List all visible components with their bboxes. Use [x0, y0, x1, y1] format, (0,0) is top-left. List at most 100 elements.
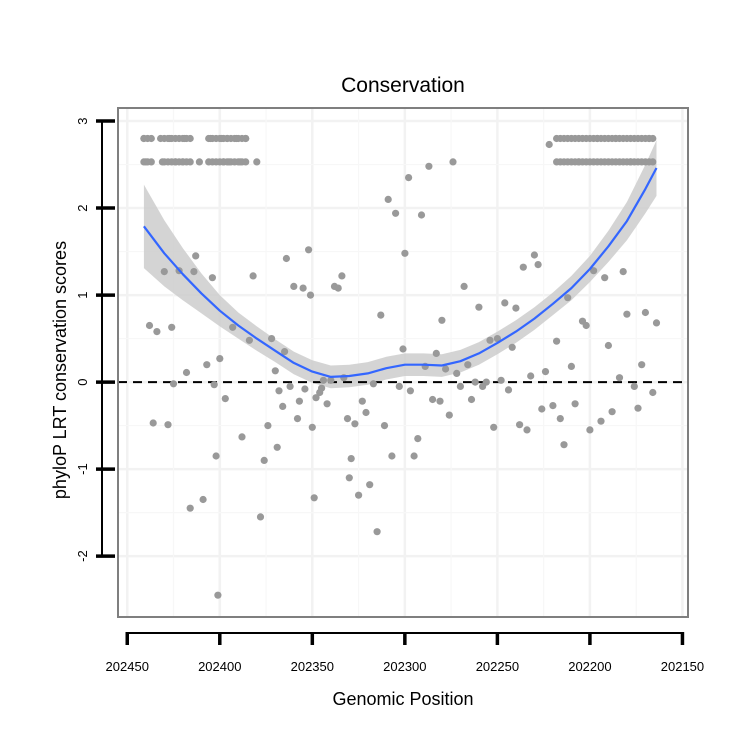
data-point [362, 408, 370, 417]
y-tick-label: -2 [75, 550, 90, 562]
data-point [460, 282, 468, 290]
data-point [319, 376, 327, 384]
data-point [271, 367, 279, 375]
data-point [182, 368, 191, 377]
data-point [652, 319, 661, 327]
data-point [279, 402, 287, 410]
data-point [564, 294, 572, 302]
data-point [538, 405, 546, 413]
data-point [147, 158, 155, 166]
data-point [186, 504, 194, 512]
data-point [208, 274, 216, 282]
data-point [221, 395, 229, 403]
data-point [384, 195, 392, 203]
data-point [401, 249, 409, 257]
data-point [623, 310, 631, 318]
x-axis-title: Genomic Position [332, 689, 473, 709]
data-point [549, 402, 557, 410]
data-point [641, 308, 650, 317]
data-point [273, 443, 281, 451]
data-point [597, 417, 605, 425]
data-point [149, 419, 157, 427]
data-point [369, 380, 377, 388]
data-point [305, 246, 313, 254]
data-point [486, 336, 494, 344]
x-tick-label: 202200 [568, 659, 611, 674]
data-point [210, 381, 218, 389]
data-point [295, 397, 303, 405]
data-point [482, 378, 490, 386]
data-point [553, 337, 561, 345]
smooth-curve [143, 167, 658, 378]
data-point [377, 311, 385, 319]
data-point [308, 423, 316, 431]
data-point [168, 323, 176, 331]
data-point [318, 384, 326, 392]
data-point [471, 378, 479, 386]
y-tick-label: 1 [75, 291, 90, 298]
data-point [504, 386, 513, 394]
data-point [242, 134, 250, 143]
data-point [355, 491, 363, 499]
data-point [186, 158, 194, 166]
y-axis: -2 -1 0 1 2 3 [75, 117, 115, 562]
data-point [164, 421, 172, 429]
plot-border [117, 107, 689, 618]
data-point [475, 303, 483, 311]
data-point [534, 261, 542, 269]
data-point [523, 426, 531, 434]
data-point [406, 387, 414, 395]
data-point [615, 374, 624, 382]
x-tick-label: 202350 [291, 659, 334, 674]
data-point [338, 272, 346, 280]
data-point [490, 423, 498, 431]
data-point [453, 369, 461, 377]
data-point [186, 134, 194, 143]
data-point [153, 328, 161, 336]
data-point [290, 282, 298, 290]
data-point [417, 211, 426, 219]
data-point [293, 415, 302, 423]
data-points [140, 134, 661, 599]
data-point [253, 158, 261, 166]
data-point [649, 134, 657, 143]
data-point [630, 382, 638, 390]
data-point [373, 528, 381, 536]
data-point [192, 252, 200, 260]
data-point [281, 348, 289, 356]
data-point [619, 268, 627, 276]
data-point [436, 397, 444, 405]
data-point [501, 299, 509, 307]
data-point [590, 267, 598, 275]
data-point [414, 435, 422, 443]
data-point [405, 174, 413, 182]
data-point [608, 408, 616, 416]
data-point [432, 349, 440, 357]
data-point [541, 368, 550, 376]
data-point [497, 376, 505, 384]
data-point [275, 387, 283, 395]
data-point [512, 304, 520, 312]
data-point [560, 441, 568, 449]
data-point [147, 134, 155, 143]
data-point [442, 365, 450, 373]
x-tick-label: 202150 [661, 659, 704, 674]
data-point [516, 421, 524, 429]
data-point [445, 411, 453, 419]
y-tick-label: -1 [75, 463, 90, 475]
data-point [395, 382, 403, 390]
data-point [556, 415, 564, 423]
y-tick-label: 0 [75, 378, 90, 385]
data-point [530, 251, 539, 259]
data-point [229, 323, 237, 331]
data-point [195, 158, 203, 166]
data-point [345, 474, 353, 482]
data-point [545, 140, 553, 149]
x-tick-label: 202300 [383, 659, 426, 674]
data-point [282, 254, 290, 263]
data-point [169, 380, 178, 388]
data-point [582, 321, 590, 330]
data-point [306, 291, 315, 299]
data-point [601, 274, 609, 282]
